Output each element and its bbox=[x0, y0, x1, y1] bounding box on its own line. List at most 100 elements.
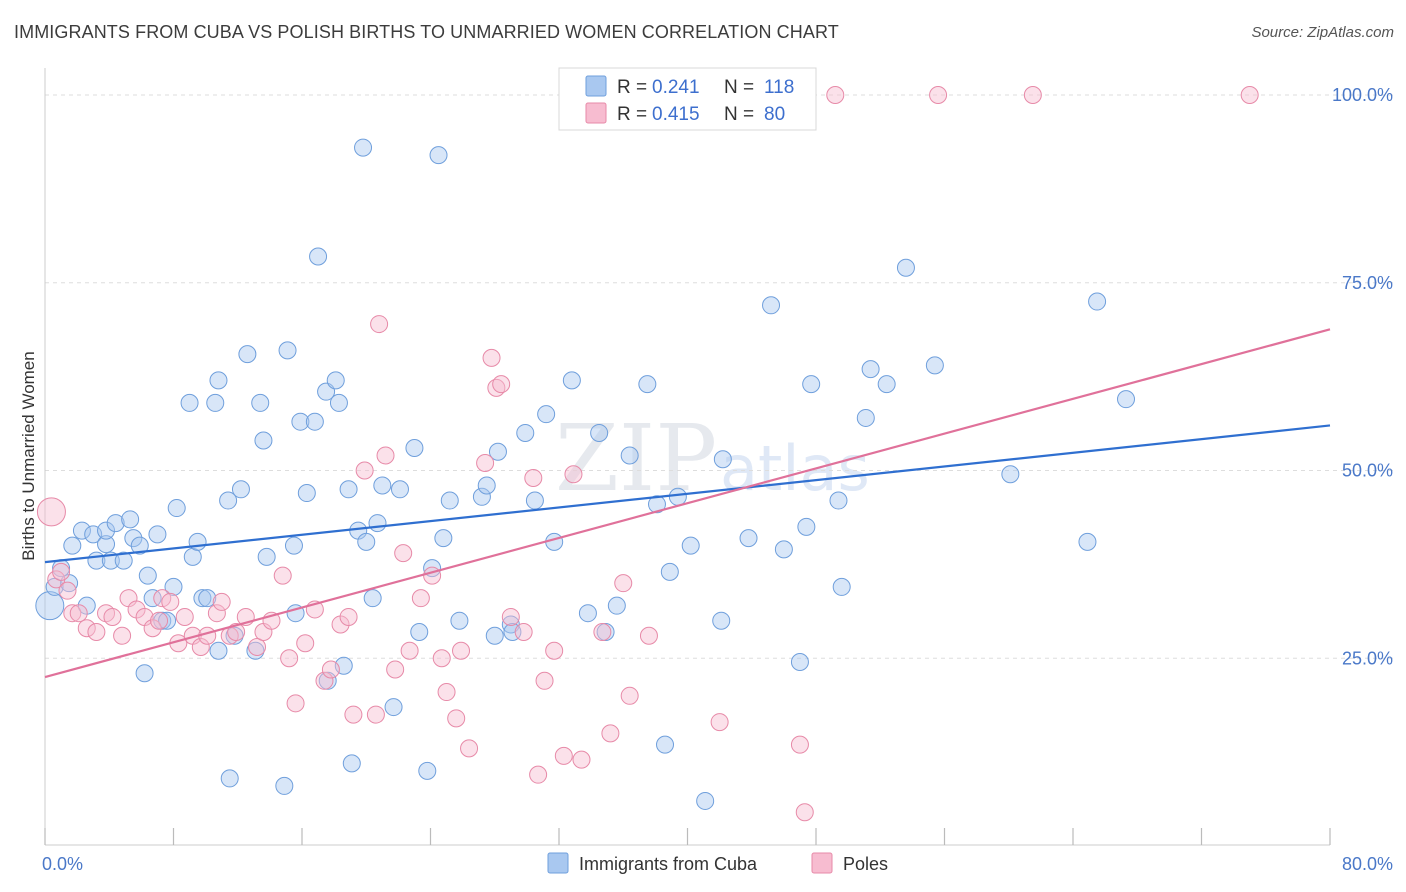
cuba-point bbox=[405, 438, 424, 457]
cuba-trend-line bbox=[44, 424, 1331, 564]
cuba-point bbox=[121, 510, 140, 529]
poles-point bbox=[344, 705, 363, 724]
cuba-point bbox=[660, 562, 679, 581]
cuba-point bbox=[1001, 465, 1020, 484]
poles-point bbox=[113, 626, 132, 645]
poles-point bbox=[447, 709, 466, 728]
poles-point bbox=[545, 641, 564, 660]
cuba-point bbox=[797, 517, 816, 536]
poles-point bbox=[535, 671, 554, 690]
cuba-point bbox=[829, 491, 848, 510]
legend-r-value-poles: 0.415 bbox=[652, 104, 700, 125]
poles-point bbox=[394, 544, 413, 563]
cuba-point bbox=[472, 487, 491, 506]
poles-point bbox=[639, 626, 658, 645]
cuba-point bbox=[339, 480, 358, 499]
cuba-point bbox=[790, 653, 809, 672]
cuba-point bbox=[925, 356, 944, 375]
cuba-point bbox=[418, 761, 437, 780]
poles-point bbox=[554, 746, 573, 765]
poles-point bbox=[175, 607, 194, 626]
poles-trend-line bbox=[44, 328, 1331, 679]
cuba-point bbox=[774, 540, 793, 559]
poles-point bbox=[339, 607, 358, 626]
legend-swatch-cuba bbox=[585, 75, 607, 97]
poles-point bbox=[103, 607, 122, 626]
poles-point bbox=[207, 604, 226, 623]
cuba-point bbox=[562, 371, 581, 390]
cuba-point bbox=[63, 536, 82, 555]
cuba-point bbox=[861, 360, 880, 379]
cuba-point bbox=[326, 371, 345, 390]
legend-n-label-poles: N = bbox=[724, 104, 754, 125]
cuba-point bbox=[342, 754, 361, 773]
cuba-point bbox=[148, 525, 167, 544]
cuba-point bbox=[97, 521, 116, 540]
cuba-point bbox=[429, 146, 448, 165]
cuba-point bbox=[135, 664, 154, 683]
poles-point bbox=[370, 315, 389, 334]
cuba-point bbox=[668, 487, 687, 506]
cuba-point bbox=[209, 641, 228, 660]
poles-point bbox=[1240, 86, 1259, 105]
cuba-point bbox=[284, 536, 303, 555]
cuba-point bbox=[72, 521, 91, 540]
poles-point bbox=[432, 649, 451, 668]
y-tick-label: 75.0% bbox=[1342, 273, 1393, 293]
cuba-point bbox=[297, 484, 316, 503]
poles-point bbox=[492, 375, 511, 394]
cuba-point bbox=[896, 258, 915, 277]
cuba-point bbox=[440, 491, 459, 510]
poles-point bbox=[280, 649, 299, 668]
poles-point bbox=[929, 86, 948, 105]
y-axis-title: Births to Unmarried Women bbox=[19, 351, 38, 560]
cuba-point bbox=[106, 514, 125, 533]
poles-point bbox=[524, 469, 543, 488]
cuba-point bbox=[802, 375, 821, 394]
cuba-point bbox=[251, 393, 270, 412]
poles-point bbox=[452, 641, 471, 660]
legend-r-label-cuba: R = bbox=[617, 77, 647, 98]
poles-point bbox=[248, 637, 267, 656]
cuba-point bbox=[363, 589, 382, 608]
legend-n-value-poles: 80 bbox=[764, 104, 785, 125]
bottom-legend-label-poles: Poles bbox=[843, 854, 888, 874]
chart-title: IMMIGRANTS FROM CUBA VS POLISH BIRTHS TO… bbox=[14, 22, 839, 42]
poles-point bbox=[273, 566, 292, 585]
cuba-point bbox=[696, 791, 715, 810]
cuba-point bbox=[291, 412, 310, 431]
cuba-point bbox=[188, 532, 207, 551]
cuba-point bbox=[537, 405, 556, 424]
cuba-point bbox=[739, 529, 758, 548]
poles-point bbox=[355, 461, 374, 480]
cuba-point bbox=[525, 491, 544, 510]
cuba-point bbox=[257, 547, 276, 566]
cuba-point bbox=[434, 529, 453, 548]
cuba-point bbox=[219, 491, 238, 510]
watermark-atlas: atlas bbox=[720, 432, 870, 505]
bottom-legend: Immigrants from Cuba Poles bbox=[547, 852, 888, 874]
poles-point bbox=[321, 660, 340, 679]
poles-point bbox=[315, 671, 334, 690]
cuba-point bbox=[305, 412, 324, 431]
cuba-point bbox=[762, 296, 781, 315]
poles-point bbox=[212, 592, 231, 611]
poles-point bbox=[52, 562, 71, 581]
poles-point bbox=[826, 86, 845, 105]
poles-point bbox=[710, 713, 729, 732]
y-tick-label: 50.0% bbox=[1342, 461, 1393, 481]
cuba-point bbox=[647, 495, 666, 514]
cuba-point bbox=[114, 551, 133, 570]
poles-point bbox=[376, 446, 395, 465]
cuba-point bbox=[164, 577, 183, 596]
cuba-point bbox=[1117, 390, 1136, 409]
cuba-point bbox=[238, 345, 257, 364]
cuba-point bbox=[590, 423, 609, 442]
cuba-point bbox=[143, 589, 162, 608]
poles-point bbox=[1023, 86, 1042, 105]
poles-point bbox=[411, 589, 430, 608]
cuba-point bbox=[384, 698, 403, 717]
legend-n-value-cuba: 118 bbox=[764, 77, 794, 98]
poles-point bbox=[36, 497, 66, 527]
